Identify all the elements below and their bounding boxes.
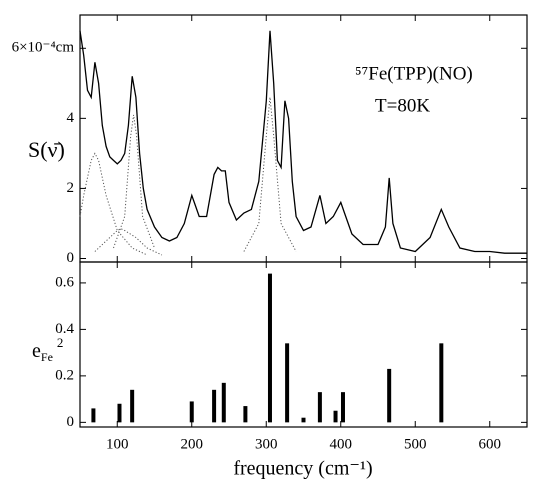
bar xyxy=(387,368,392,423)
component-curve xyxy=(94,228,163,256)
y-label-sup: 2 xyxy=(57,335,64,350)
x-tick-label: 500 xyxy=(404,436,427,452)
y-tick-label: 0 xyxy=(67,250,75,266)
x-tick-label: 600 xyxy=(479,436,502,452)
bar xyxy=(221,382,226,423)
bar xyxy=(130,389,135,423)
bar xyxy=(340,392,345,423)
bar xyxy=(212,389,217,423)
bar xyxy=(243,406,248,423)
y-axis-label: eFe 2 xyxy=(32,335,63,364)
annotation: ⁵⁷Fe(TPP)(NO) xyxy=(355,63,473,84)
annotation: T=80K xyxy=(375,95,430,116)
y-label-base: e xyxy=(32,340,41,362)
bar xyxy=(117,403,122,423)
y-tick-label: 6×10⁻⁴cm xyxy=(12,40,75,56)
x-tick-label: 200 xyxy=(181,436,204,452)
x-tick-label: 100 xyxy=(106,436,129,452)
y-tick-label: 4 xyxy=(67,110,75,126)
y-tick-label: 0 xyxy=(67,414,75,430)
y-label-sub: Fe xyxy=(41,350,53,364)
plot-frame xyxy=(79,261,528,428)
x-axis-label: frequency (cm⁻¹) xyxy=(233,458,372,480)
bar xyxy=(333,410,338,423)
x-tick-label: 300 xyxy=(255,436,278,452)
component-curve xyxy=(79,152,148,256)
y-tick-label: 0.6 xyxy=(55,274,74,290)
bar xyxy=(439,343,444,423)
y-tick-label: 0.2 xyxy=(55,367,74,383)
bar xyxy=(91,408,96,423)
bar xyxy=(317,392,322,423)
bar xyxy=(189,401,194,423)
spectrum-line xyxy=(79,30,527,254)
bar xyxy=(301,417,306,423)
y-tick-label: 2 xyxy=(67,180,75,196)
bar xyxy=(285,343,290,423)
component-curve xyxy=(243,97,297,252)
component-curve xyxy=(113,114,155,249)
y-axis-label: S(ν̄) xyxy=(28,137,65,162)
y-tick-label: 0.4 xyxy=(55,321,74,337)
x-tick-label: 400 xyxy=(330,436,353,452)
bar xyxy=(267,273,272,423)
